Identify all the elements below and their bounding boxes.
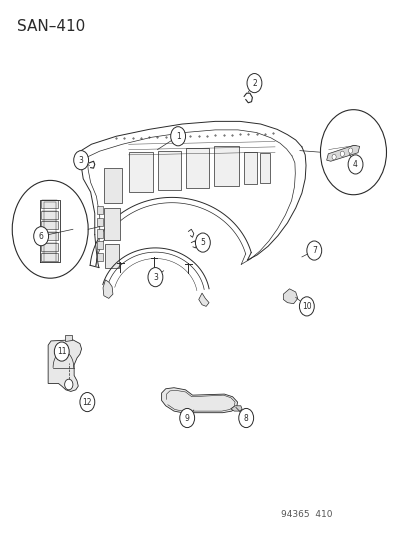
Bar xyxy=(40,221,58,229)
Bar xyxy=(40,211,58,219)
Bar xyxy=(186,148,209,188)
Text: 1: 1 xyxy=(175,132,180,141)
Bar xyxy=(40,243,58,251)
Bar xyxy=(128,152,153,192)
Text: 4: 4 xyxy=(352,160,357,169)
Text: 8: 8 xyxy=(243,414,248,423)
Bar xyxy=(97,206,103,214)
Text: 12: 12 xyxy=(82,398,92,407)
Polygon shape xyxy=(326,146,359,161)
Bar xyxy=(104,168,122,203)
Circle shape xyxy=(348,148,352,154)
Circle shape xyxy=(33,227,48,246)
Text: 6: 6 xyxy=(38,232,43,241)
Circle shape xyxy=(147,268,162,287)
Bar xyxy=(259,154,269,182)
Polygon shape xyxy=(161,387,237,413)
Circle shape xyxy=(247,74,261,93)
Bar xyxy=(214,146,239,185)
Bar xyxy=(40,200,58,208)
Circle shape xyxy=(170,127,185,146)
Circle shape xyxy=(320,110,386,195)
Bar xyxy=(97,217,103,226)
Polygon shape xyxy=(282,289,297,304)
Circle shape xyxy=(80,392,95,411)
Text: 94365  410: 94365 410 xyxy=(280,511,332,520)
Bar xyxy=(104,244,119,268)
Bar xyxy=(158,151,180,190)
Text: 10: 10 xyxy=(301,302,311,311)
Text: 7: 7 xyxy=(311,246,316,255)
Circle shape xyxy=(179,408,194,427)
Polygon shape xyxy=(198,293,209,306)
Bar xyxy=(40,253,58,261)
Circle shape xyxy=(64,379,73,390)
Circle shape xyxy=(331,155,335,160)
Polygon shape xyxy=(64,335,71,341)
Bar xyxy=(97,229,103,238)
Circle shape xyxy=(238,408,253,427)
Circle shape xyxy=(74,151,88,169)
Circle shape xyxy=(195,233,210,252)
Text: 3: 3 xyxy=(153,273,157,281)
Bar xyxy=(97,241,103,249)
Polygon shape xyxy=(48,340,81,391)
Polygon shape xyxy=(103,280,113,298)
Bar xyxy=(97,253,103,261)
Circle shape xyxy=(12,180,88,278)
Bar xyxy=(244,152,257,184)
Text: 11: 11 xyxy=(57,347,66,356)
Bar xyxy=(40,232,58,240)
Text: SAN–410: SAN–410 xyxy=(17,19,85,34)
Circle shape xyxy=(306,241,321,260)
Circle shape xyxy=(347,155,362,174)
Circle shape xyxy=(54,342,69,361)
Text: 5: 5 xyxy=(200,238,205,247)
Circle shape xyxy=(299,297,313,316)
Circle shape xyxy=(339,151,344,157)
Bar xyxy=(104,208,120,240)
Text: 3: 3 xyxy=(78,156,83,165)
Text: 2: 2 xyxy=(252,78,256,87)
Text: 9: 9 xyxy=(184,414,189,423)
Polygon shape xyxy=(230,406,242,411)
